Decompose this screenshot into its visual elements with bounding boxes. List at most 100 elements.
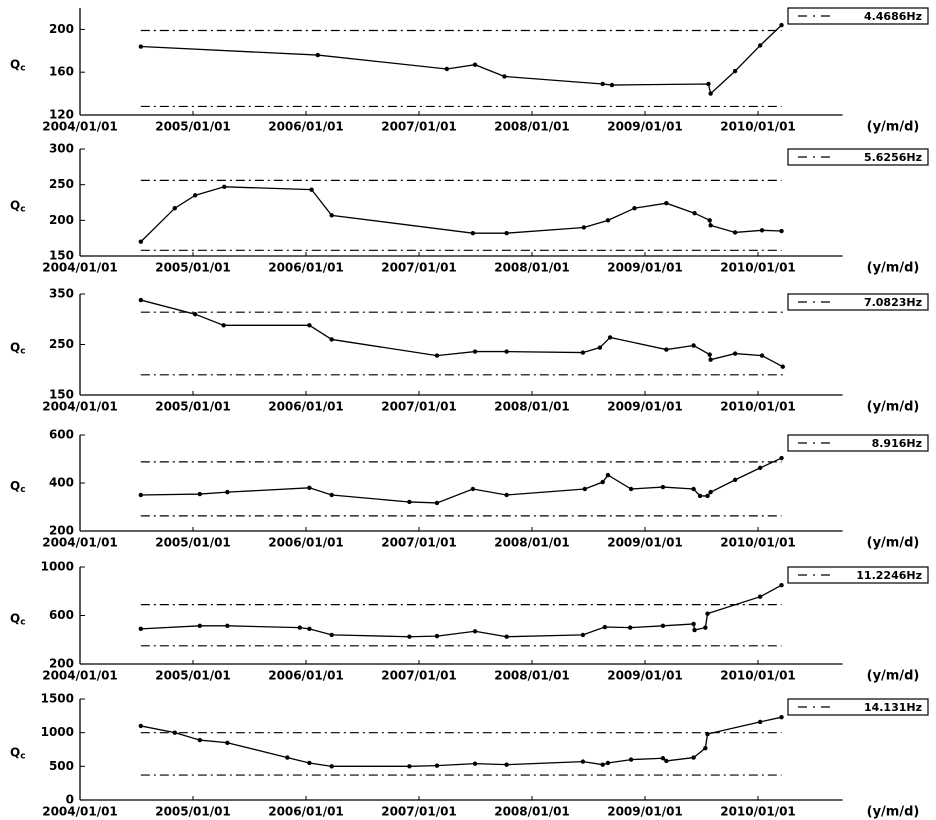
- panel: 150 200 250 300 2004/01/01 2005/01/01 2006/01/…: [10, 142, 929, 276]
- y-label-sub: c: [20, 63, 25, 73]
- x-tick-label: 2010/01/01: [720, 536, 796, 550]
- data-point: [297, 625, 303, 630]
- panel: 150 250 350 2004/01/01 2005/01/01 2006/01/01 2…: [10, 287, 929, 415]
- legend-label: 11.2246Hz: [856, 569, 922, 582]
- data-point: [329, 632, 334, 638]
- y-label-base: Q: [10, 57, 20, 71]
- data-point: [192, 193, 198, 198]
- x-tick-label: 2008/01/01: [494, 669, 570, 683]
- data-point: [779, 582, 784, 588]
- legend-label: 14.131Hz: [864, 701, 922, 714]
- data-point: [434, 500, 440, 506]
- data-point: [697, 493, 703, 499]
- x-tick-label: 2006/01/01: [268, 536, 344, 550]
- y-label-sub: c: [20, 617, 25, 627]
- legend: 11.2246Hz: [787, 566, 929, 584]
- data-point: [172, 730, 177, 735]
- data-point: [597, 345, 603, 350]
- data-point: [580, 632, 586, 638]
- data-point: [732, 230, 738, 235]
- y-tick-label: 350: [49, 287, 74, 301]
- data-point: [664, 758, 669, 764]
- data-point: [225, 489, 230, 495]
- data-point: [607, 335, 613, 340]
- data-point: [582, 486, 587, 492]
- data-point: [732, 68, 738, 74]
- y-tick-label: 150: [49, 249, 74, 263]
- legend-box: [787, 698, 929, 716]
- data-point: [757, 719, 763, 725]
- y-axis-label: Qc: [10, 745, 26, 761]
- data-point: [138, 44, 144, 49]
- data-point: [691, 755, 696, 760]
- y-tick-label: 400: [49, 476, 74, 490]
- x-tick-label: 2008/01/01: [494, 805, 570, 819]
- data-point: [307, 485, 312, 490]
- x-axis-label: (y/m/d): [867, 536, 920, 551]
- x-tick-label: 2009/01/01: [607, 669, 683, 683]
- x-tick-label: 2004/01/01: [42, 261, 118, 275]
- y-tick-label: 150: [49, 388, 74, 402]
- data-point: [407, 634, 412, 639]
- data-point: [757, 594, 763, 599]
- data-point: [692, 211, 697, 216]
- y-tick-label: 250: [49, 177, 74, 191]
- data-point: [470, 230, 476, 236]
- data-point: [434, 353, 440, 358]
- data-point: [138, 297, 144, 303]
- x-tick-label: 2005/01/01: [155, 400, 231, 414]
- data-point: [732, 477, 738, 483]
- data-point: [600, 762, 605, 767]
- y-tick-label: 200: [49, 213, 74, 227]
- x-tick-label: 2008/01/01: [494, 120, 570, 134]
- x-tick-label: 2010/01/01: [720, 400, 796, 414]
- x-tick-label: 2007/01/01: [381, 120, 457, 134]
- data-point: [329, 213, 334, 218]
- legend-box: [787, 7, 929, 25]
- data-point: [732, 351, 738, 356]
- y-label-sub: c: [20, 485, 25, 495]
- data-point: [197, 623, 203, 629]
- data-point: [605, 760, 611, 766]
- data-point: [605, 472, 611, 478]
- legend: 8.916Hz: [787, 434, 929, 452]
- data-point: [628, 757, 634, 762]
- data-point: [309, 187, 314, 192]
- x-tick-label: 2010/01/01: [720, 805, 796, 819]
- legend-label: 8.916Hz: [872, 437, 922, 450]
- x-tick-label: 2007/01/01: [381, 669, 457, 683]
- data-line: [140, 457, 782, 504]
- y-tick-label: 200: [49, 657, 74, 671]
- data-line: [140, 584, 782, 638]
- y-tick-label: 200: [49, 524, 74, 538]
- data-point: [225, 623, 230, 629]
- x-tick-label: 2006/01/01: [268, 120, 344, 134]
- x-tick-label: 2004/01/01: [42, 120, 118, 134]
- data-line: [140, 716, 782, 767]
- x-tick-label: 2004/01/01: [42, 536, 118, 550]
- data-point: [664, 347, 669, 352]
- data-point: [444, 66, 450, 72]
- legend-label: 4.4686Hz: [864, 10, 922, 23]
- x-tick-label: 2010/01/01: [720, 669, 796, 683]
- x-tick-label: 2005/01/01: [155, 805, 231, 819]
- data-point: [779, 22, 784, 28]
- y-label-base: Q: [10, 611, 20, 625]
- x-tick-label: 2007/01/01: [381, 536, 457, 550]
- legend-box: [787, 293, 929, 311]
- data-point: [779, 455, 784, 461]
- y-axis-label: Qc: [10, 198, 26, 214]
- y-axis-label: Qc: [10, 340, 26, 356]
- x-tick-label: 2006/01/01: [268, 805, 344, 819]
- data-point: [609, 82, 615, 88]
- data-point: [434, 763, 440, 768]
- data-point: [307, 323, 312, 328]
- data-point: [705, 493, 710, 499]
- data-point: [192, 312, 198, 317]
- data-point: [660, 756, 666, 761]
- data-point: [197, 737, 203, 743]
- data-point: [692, 627, 697, 633]
- x-tick-label: 2004/01/01: [42, 400, 118, 414]
- x-tick-label: 2006/01/01: [268, 261, 344, 275]
- data-point: [600, 81, 605, 87]
